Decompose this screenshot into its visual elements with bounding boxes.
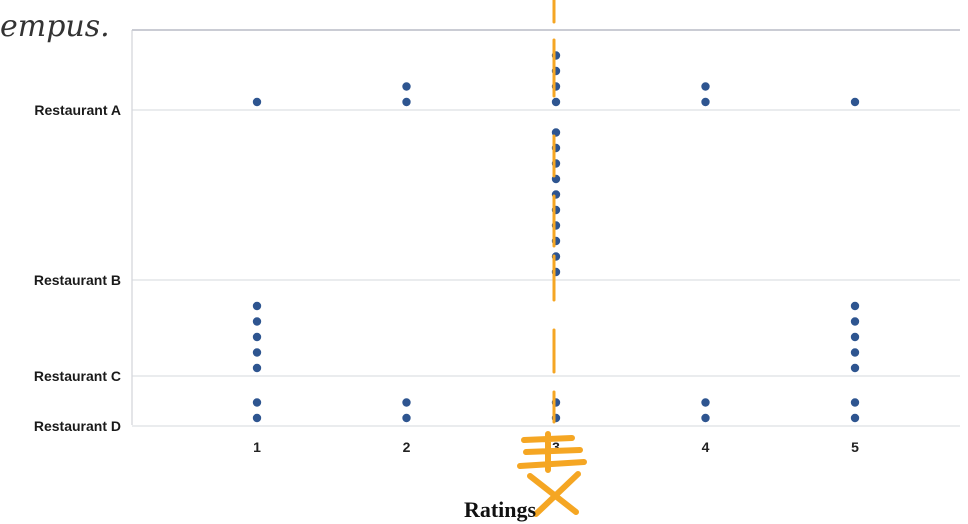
dot-restaurant-a-rating-1 [252,97,262,107]
dot-restaurant-d-rating-1 [252,413,262,423]
category-label-restaurant-b: Restaurant B [34,272,121,288]
x-tick-label-5: 5 [851,439,859,455]
dot-restaurant-c-rating-5 [850,348,860,357]
dot-restaurant-c-rating-1 [252,332,262,342]
x-tick-labels: 1 2 3 4 5 [253,439,859,455]
x-tick-label-4: 4 [702,439,710,455]
handwritten-text: empus. [0,9,110,44]
x-tick-label-2: 2 [403,439,411,455]
dot-restaurant-a-rating-3 [551,97,561,107]
x-tick-label-1: 1 [253,439,261,455]
dot-restaurant-c-rating-5 [850,363,860,373]
dot-restaurant-d-rating-2 [402,413,411,423]
handwritten-annotation: empus. [0,0,587,517]
x-axis-title: Ratings [464,497,537,522]
dot-restaurant-c-rating-1 [252,348,262,357]
dot-restaurant-d-rating-2 [402,398,411,407]
dot-restaurant-c-rating-1 [252,317,262,326]
dot-restaurant-a-rating-2 [402,97,411,107]
dot-restaurant-a-rating-5 [850,97,860,107]
category-label-restaurant-c: Restaurant C [34,368,121,384]
category-label-restaurant-a: Restaurant A [34,102,121,118]
x-tick-label-3: 3 [552,439,560,455]
gridlines [132,109,960,427]
dot-restaurant-c-rating-5 [850,301,860,311]
dot-restaurant-d-rating-5 [850,398,860,407]
dot-restaurant-a-rating-2 [402,82,411,91]
dot-restaurant-c-rating-5 [850,332,860,342]
dot-restaurant-d-rating-1 [252,398,262,407]
category-label-restaurant-d: Restaurant D [34,418,121,434]
category-labels: Restaurant A Restaurant B Restaurant C Rest… [34,102,121,434]
dot-restaurant-c-rating-1 [252,363,262,373]
dot-restaurant-d-rating-4 [701,413,710,423]
annotation-scribble [517,431,587,517]
dot-restaurant-a-rating-4 [701,97,710,107]
dot-restaurant-d-rating-5 [850,413,860,423]
dot-restaurant-c-rating-5 [850,317,860,326]
dot-restaurant-d-rating-4 [701,398,710,407]
dot-restaurant-a-rating-4 [701,82,710,91]
data-dots [252,51,860,423]
dot-restaurant-c-rating-1 [252,301,262,311]
